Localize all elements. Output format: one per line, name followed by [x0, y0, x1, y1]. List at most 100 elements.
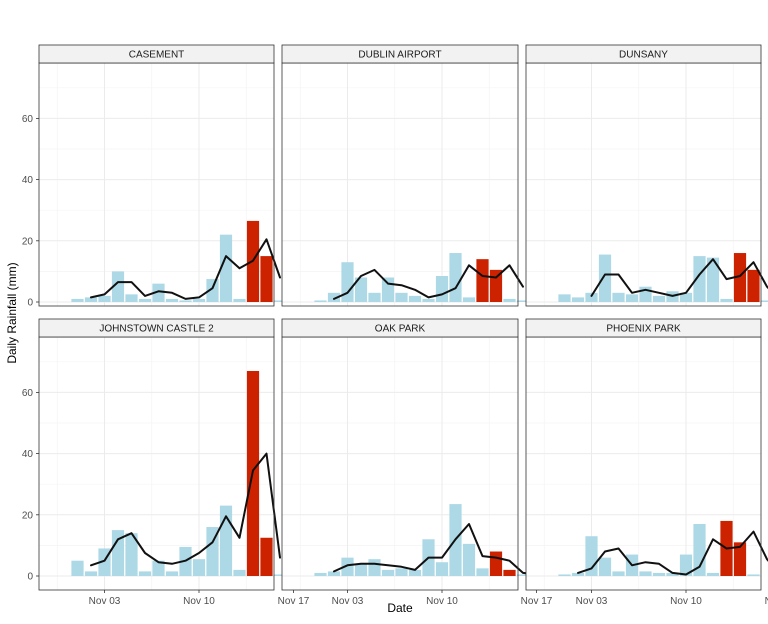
x-axis-title: Date: [387, 601, 413, 615]
y-tick-label: 60: [22, 388, 34, 399]
trend-line: [90, 452, 281, 567]
trend-line: [333, 264, 524, 300]
rainfall-bar: [84, 297, 98, 302]
rainfall-bar: [422, 298, 435, 302]
rainfall-bar: [760, 300, 768, 302]
rainfall-bar: [152, 283, 165, 302]
highlight-bar: [747, 269, 760, 302]
rainfall-bar: [558, 574, 571, 576]
trend-line: [90, 238, 281, 300]
facet-strip: [525, 44, 762, 64]
highlight-bar: [260, 256, 273, 302]
rainfall-bar: [516, 300, 530, 302]
rainfall-bar: [747, 574, 760, 576]
rainfall-bar: [71, 298, 84, 302]
rainfall-bar: [71, 560, 84, 576]
y-tick-label: 0: [27, 572, 33, 583]
facet-strip-label: OAK PARK: [375, 324, 426, 335]
facet-strip-label: JOHNSTOWN CASTLE 2: [99, 324, 214, 335]
rainfall-bar: [233, 298, 246, 302]
rainfall-bar: [138, 571, 152, 576]
panel-background: [39, 337, 274, 590]
rainfall-bar: [558, 294, 571, 302]
x-tick-label: Nov 03: [89, 596, 121, 607]
rainfall-bar: [327, 292, 341, 302]
rainfall-bar: [111, 271, 125, 302]
rainfall-bar: [462, 543, 476, 576]
rainfall-bar: [612, 292, 625, 302]
rainfall-bar: [138, 298, 152, 302]
y-tick-label: 0: [27, 298, 33, 309]
trend-line: [590, 258, 768, 297]
rainfall-bar: [341, 557, 354, 576]
rainfall-bar: [408, 295, 422, 302]
rainfall-bar: [368, 559, 381, 576]
rainfall-bar: [449, 253, 462, 302]
x-tick-label: Nov 03: [332, 596, 364, 607]
rainfall-bar: [462, 297, 476, 302]
rainfall-bar: [598, 254, 612, 302]
x-tick-label: Nov 17: [765, 596, 768, 607]
x-tick-label: Nov 10: [183, 596, 215, 607]
facet-strip-label: DUBLIN AIRPORT: [358, 50, 441, 61]
rainfall-bar: [273, 574, 287, 576]
rainfall-bar: [503, 298, 516, 302]
rainfall-bar: [314, 300, 327, 302]
rainfall-bar: [625, 294, 639, 302]
y-tick-label: 40: [22, 449, 34, 460]
rainfall-bar: [652, 572, 666, 576]
facet-strip-label: DUNSANY: [619, 50, 668, 61]
rainfall-bar: [652, 295, 666, 302]
trend-line: [577, 530, 768, 576]
rainfall-bar: [84, 571, 98, 576]
rainfall-bar: [585, 292, 598, 302]
rainfall-bar: [273, 300, 287, 302]
rainfall-bar: [314, 572, 327, 576]
rainfall-bar: [206, 527, 219, 576]
y-tick-label: 40: [22, 175, 34, 186]
y-axis-title: Daily Rainfall (mm): [5, 262, 19, 363]
highlight-bar: [733, 253, 747, 302]
y-tick-label: 20: [22, 510, 34, 521]
rainfall-bar: [395, 292, 408, 302]
x-tick-label: Nov 10: [670, 596, 702, 607]
facet-strip: [38, 318, 275, 338]
facet-panel: PHOENIX PARK Nov 03 Nov 10 Nov 17: [525, 318, 768, 607]
rainfall-bar: [125, 533, 138, 576]
highlight-bar: [489, 551, 503, 576]
rainfall-bar: [720, 298, 733, 302]
rainfall-bar: [693, 256, 706, 302]
rainfall-bar: [679, 554, 693, 576]
facet-strip: [38, 44, 275, 64]
rainfall-bar: [179, 300, 192, 302]
rainfall-bar: [435, 562, 449, 576]
facet-panel: JOHNSTOWN CASTLE 2 0 20 40 60 Nov 03 Nov 10 Nov…: [22, 318, 310, 607]
facet-strip-label: PHOENIX PARK: [606, 324, 681, 335]
rainfall-bar: [571, 297, 585, 302]
rainfall-bar: [408, 569, 422, 576]
x-tick-label: Nov 10: [426, 596, 458, 607]
facet-strip: [281, 44, 519, 64]
rainfall-bar: [476, 568, 489, 576]
facet-panel: OAK PARK Nov 03 Nov 10 Nov 17: [281, 318, 553, 607]
highlight-bar: [733, 542, 747, 576]
rainfall-bar: [516, 574, 530, 576]
x-tick-label: Nov 03: [576, 596, 608, 607]
rainfall-bar: [381, 569, 395, 576]
panel-background: [282, 337, 518, 590]
rainfall-bar: [368, 292, 381, 302]
rainfall-bar: [192, 298, 206, 302]
rainfall-bar: [111, 530, 125, 576]
rainfall-bar: [206, 279, 219, 302]
facet-panel: DUBLIN AIRPORT: [281, 44, 537, 307]
rainfall-bar: [612, 571, 625, 576]
facet-strip: [525, 318, 762, 338]
rainfall-bar: [125, 294, 138, 302]
rainfall-bar: [639, 571, 652, 576]
rainfall-bar: [165, 298, 179, 302]
rainfall-bar: [192, 559, 206, 576]
panel-background: [39, 63, 274, 306]
highlight-bar: [503, 569, 516, 576]
rainfall-bar: [706, 572, 720, 576]
rainfall-bar: [679, 292, 693, 302]
